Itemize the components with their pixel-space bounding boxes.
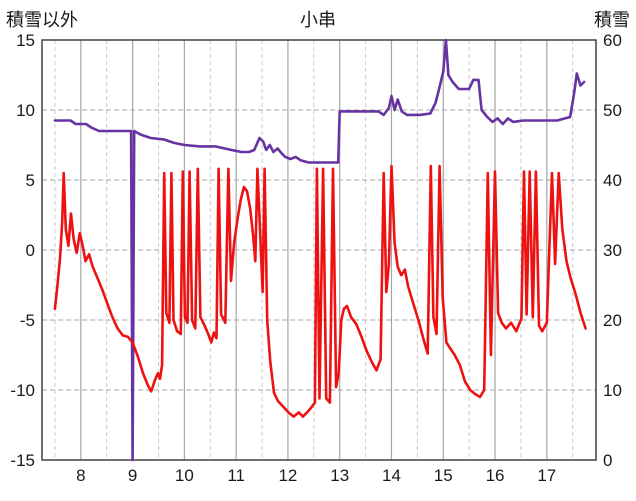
snow-depth-line (53, 38, 586, 462)
left-tick-label: -10 (10, 381, 35, 400)
x-tick-label: 15 (434, 466, 453, 485)
plot-border (41, 39, 597, 461)
x-tick-label: 9 (128, 466, 137, 485)
left-tick-label: 10 (16, 101, 35, 120)
x-tick-label: 12 (278, 466, 297, 485)
right-tick-label: 50 (603, 101, 622, 120)
right-tick-label: 30 (603, 241, 622, 260)
x-tick-label: 11 (227, 466, 245, 485)
left-tick-label: -5 (20, 311, 35, 330)
x-tick-label: 8 (76, 466, 85, 485)
x-tick-label: 14 (382, 466, 401, 485)
x-tick-label: 16 (486, 466, 505, 485)
right-tick-label: 20 (603, 311, 622, 330)
left-tick-label: 0 (26, 241, 35, 260)
x-tick-label: 10 (175, 466, 194, 485)
x-tick-label: 17 (537, 466, 556, 485)
right-tick-label: 0 (603, 451, 612, 470)
x-tick-label: 13 (330, 466, 349, 485)
left-tick-label: 15 (16, 31, 35, 50)
right-tick-label: 10 (603, 381, 622, 400)
right-tick-label: 40 (603, 171, 622, 190)
chart-title: 小串 (300, 10, 336, 30)
left-tick-label: -15 (10, 451, 35, 470)
right-axis-title: 積雪 (594, 10, 630, 30)
right-tick-label: 60 (603, 31, 622, 50)
temperature-line (53, 164, 587, 418)
left-tick-label: 5 (26, 171, 35, 190)
left-axis-title: 積雪以外 (6, 10, 78, 30)
